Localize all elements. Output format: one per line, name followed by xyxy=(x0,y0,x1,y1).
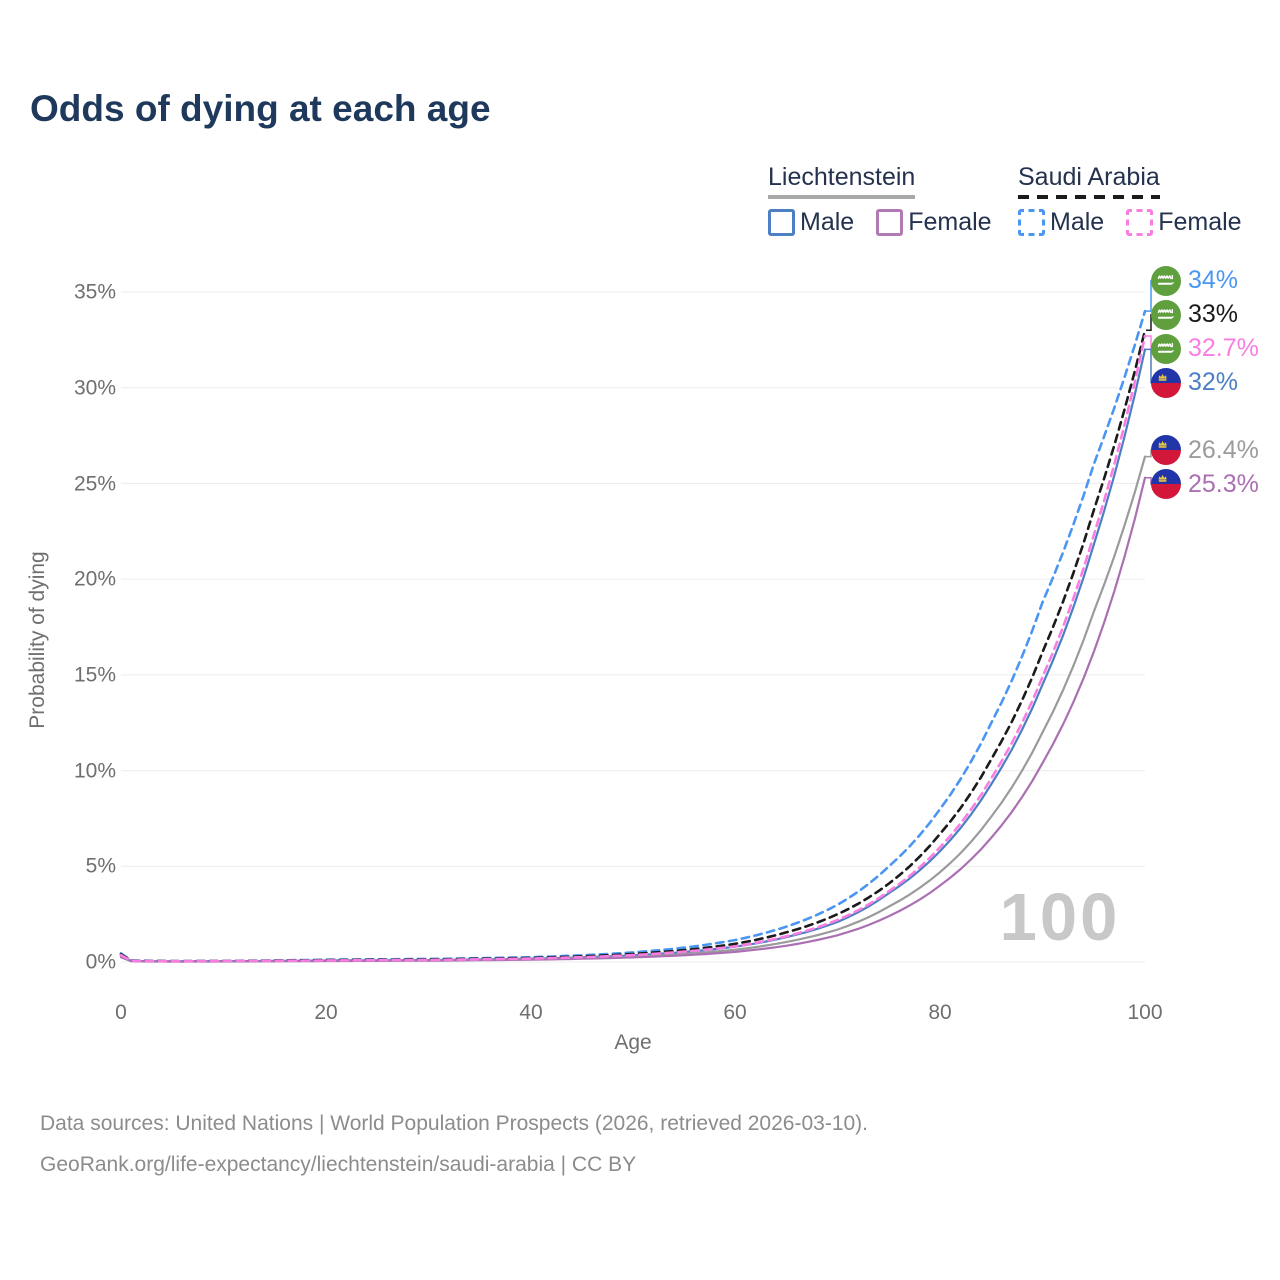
legend-country-label: Saudi Arabia xyxy=(1018,163,1160,191)
y-tick-label: 10% xyxy=(74,760,116,783)
y-tick-label: 25% xyxy=(74,473,116,496)
legend-country-label: Liechtenstein xyxy=(768,163,916,191)
legend-item-saudi-arabia-female[interactable]: Female xyxy=(1126,208,1242,237)
x-axis-title: Age xyxy=(614,1031,651,1054)
series-line-liechtenstein-female xyxy=(119,476,1147,963)
end-label-liechtenstein-female: 25.3% xyxy=(1151,469,1259,500)
end-label-liechtenstein-male: 32% xyxy=(1151,367,1239,398)
y-tick-label: 15% xyxy=(74,664,116,687)
y-tick-label: 30% xyxy=(74,377,116,400)
y-tick-label: 0% xyxy=(86,951,116,974)
legend-header-saudi-arabia: Saudi Arabia xyxy=(1018,163,1160,199)
x-tick-label: 0 xyxy=(115,1001,127,1024)
liechtenstein-male-swatch-icon xyxy=(768,209,795,236)
attribution-line: GeoRank.org/life-expectancy/liechtenstei… xyxy=(40,1153,637,1176)
y-tick-label: 35% xyxy=(74,281,116,304)
legend-item-saudi-arabia-male[interactable]: Male xyxy=(1018,208,1104,237)
x-tick-label: 40 xyxy=(519,1001,542,1024)
end-label-saudi-arabia-female: 32.7% xyxy=(1151,333,1259,364)
end-label-saudi-arabia-male: 34% xyxy=(1151,265,1239,296)
end-value-label: 25.3% xyxy=(1188,469,1259,498)
x-tick-label: 80 xyxy=(928,1001,951,1024)
liechtenstein-flag-icon xyxy=(1151,469,1181,500)
dashed-line-style-sample xyxy=(1018,195,1160,199)
y-tick-label: 5% xyxy=(86,855,116,878)
legend-item-liechtenstein-female[interactable]: Female xyxy=(876,208,992,237)
series-lines xyxy=(119,309,1147,963)
x-tick-label: 60 xyxy=(723,1001,746,1024)
series-line-liechtenstein-both-sexes xyxy=(119,455,1147,963)
end-value-label: 26.4% xyxy=(1188,435,1259,464)
end-value-label: 32.7% xyxy=(1188,334,1259,363)
end-label-saudi-arabia-both-sexes: 33% xyxy=(1151,299,1239,330)
page-title: Odds of dying at each age xyxy=(30,88,491,129)
series-line-saudi-arabia-male xyxy=(119,309,1147,963)
end-value-label: 34% xyxy=(1188,266,1239,295)
legend-group-liechtenstein: Liechtenstein Male Female xyxy=(768,163,992,237)
x-tick-label: 100 xyxy=(1127,1001,1162,1024)
saudi-arabia-female-swatch-icon xyxy=(1126,209,1154,236)
y-tick-label: 20% xyxy=(74,568,116,591)
data-sources-line: Data sources: United Nations | World Pop… xyxy=(40,1112,869,1135)
x-tick-label: 20 xyxy=(314,1001,337,1024)
end-value-label: 33% xyxy=(1188,300,1239,329)
gridlines xyxy=(121,291,1145,963)
age-watermark: 100 xyxy=(1000,880,1121,955)
solid-line-style-sample xyxy=(768,195,916,199)
series-line-liechtenstein-male xyxy=(119,348,1147,963)
liechtenstein-flag-icon xyxy=(1151,435,1181,466)
series-line-saudi-arabia-female xyxy=(119,334,1147,963)
liechtenstein-flag-icon xyxy=(1151,367,1181,398)
saudi-arabia-flag-icon xyxy=(1151,265,1181,296)
legend-item-liechtenstein-male[interactable]: Male xyxy=(768,208,854,237)
saudi-arabia-male-swatch-icon xyxy=(1018,209,1045,236)
legend-header-liechtenstein: Liechtenstein xyxy=(768,163,916,199)
legend-group-saudi-arabia: Saudi Arabia Male Female xyxy=(1018,163,1242,237)
footer: Data sources: United Nations | World Pop… xyxy=(40,1103,868,1185)
liechtenstein-female-swatch-icon xyxy=(876,209,904,236)
end-value-label: 32% xyxy=(1188,368,1239,397)
end-label-liechtenstein-both-sexes: 26.4% xyxy=(1151,435,1259,466)
saudi-arabia-flag-icon xyxy=(1151,333,1181,364)
saudi-arabia-flag-icon xyxy=(1151,299,1181,330)
y-axis-title: Probability of dying xyxy=(26,551,49,728)
